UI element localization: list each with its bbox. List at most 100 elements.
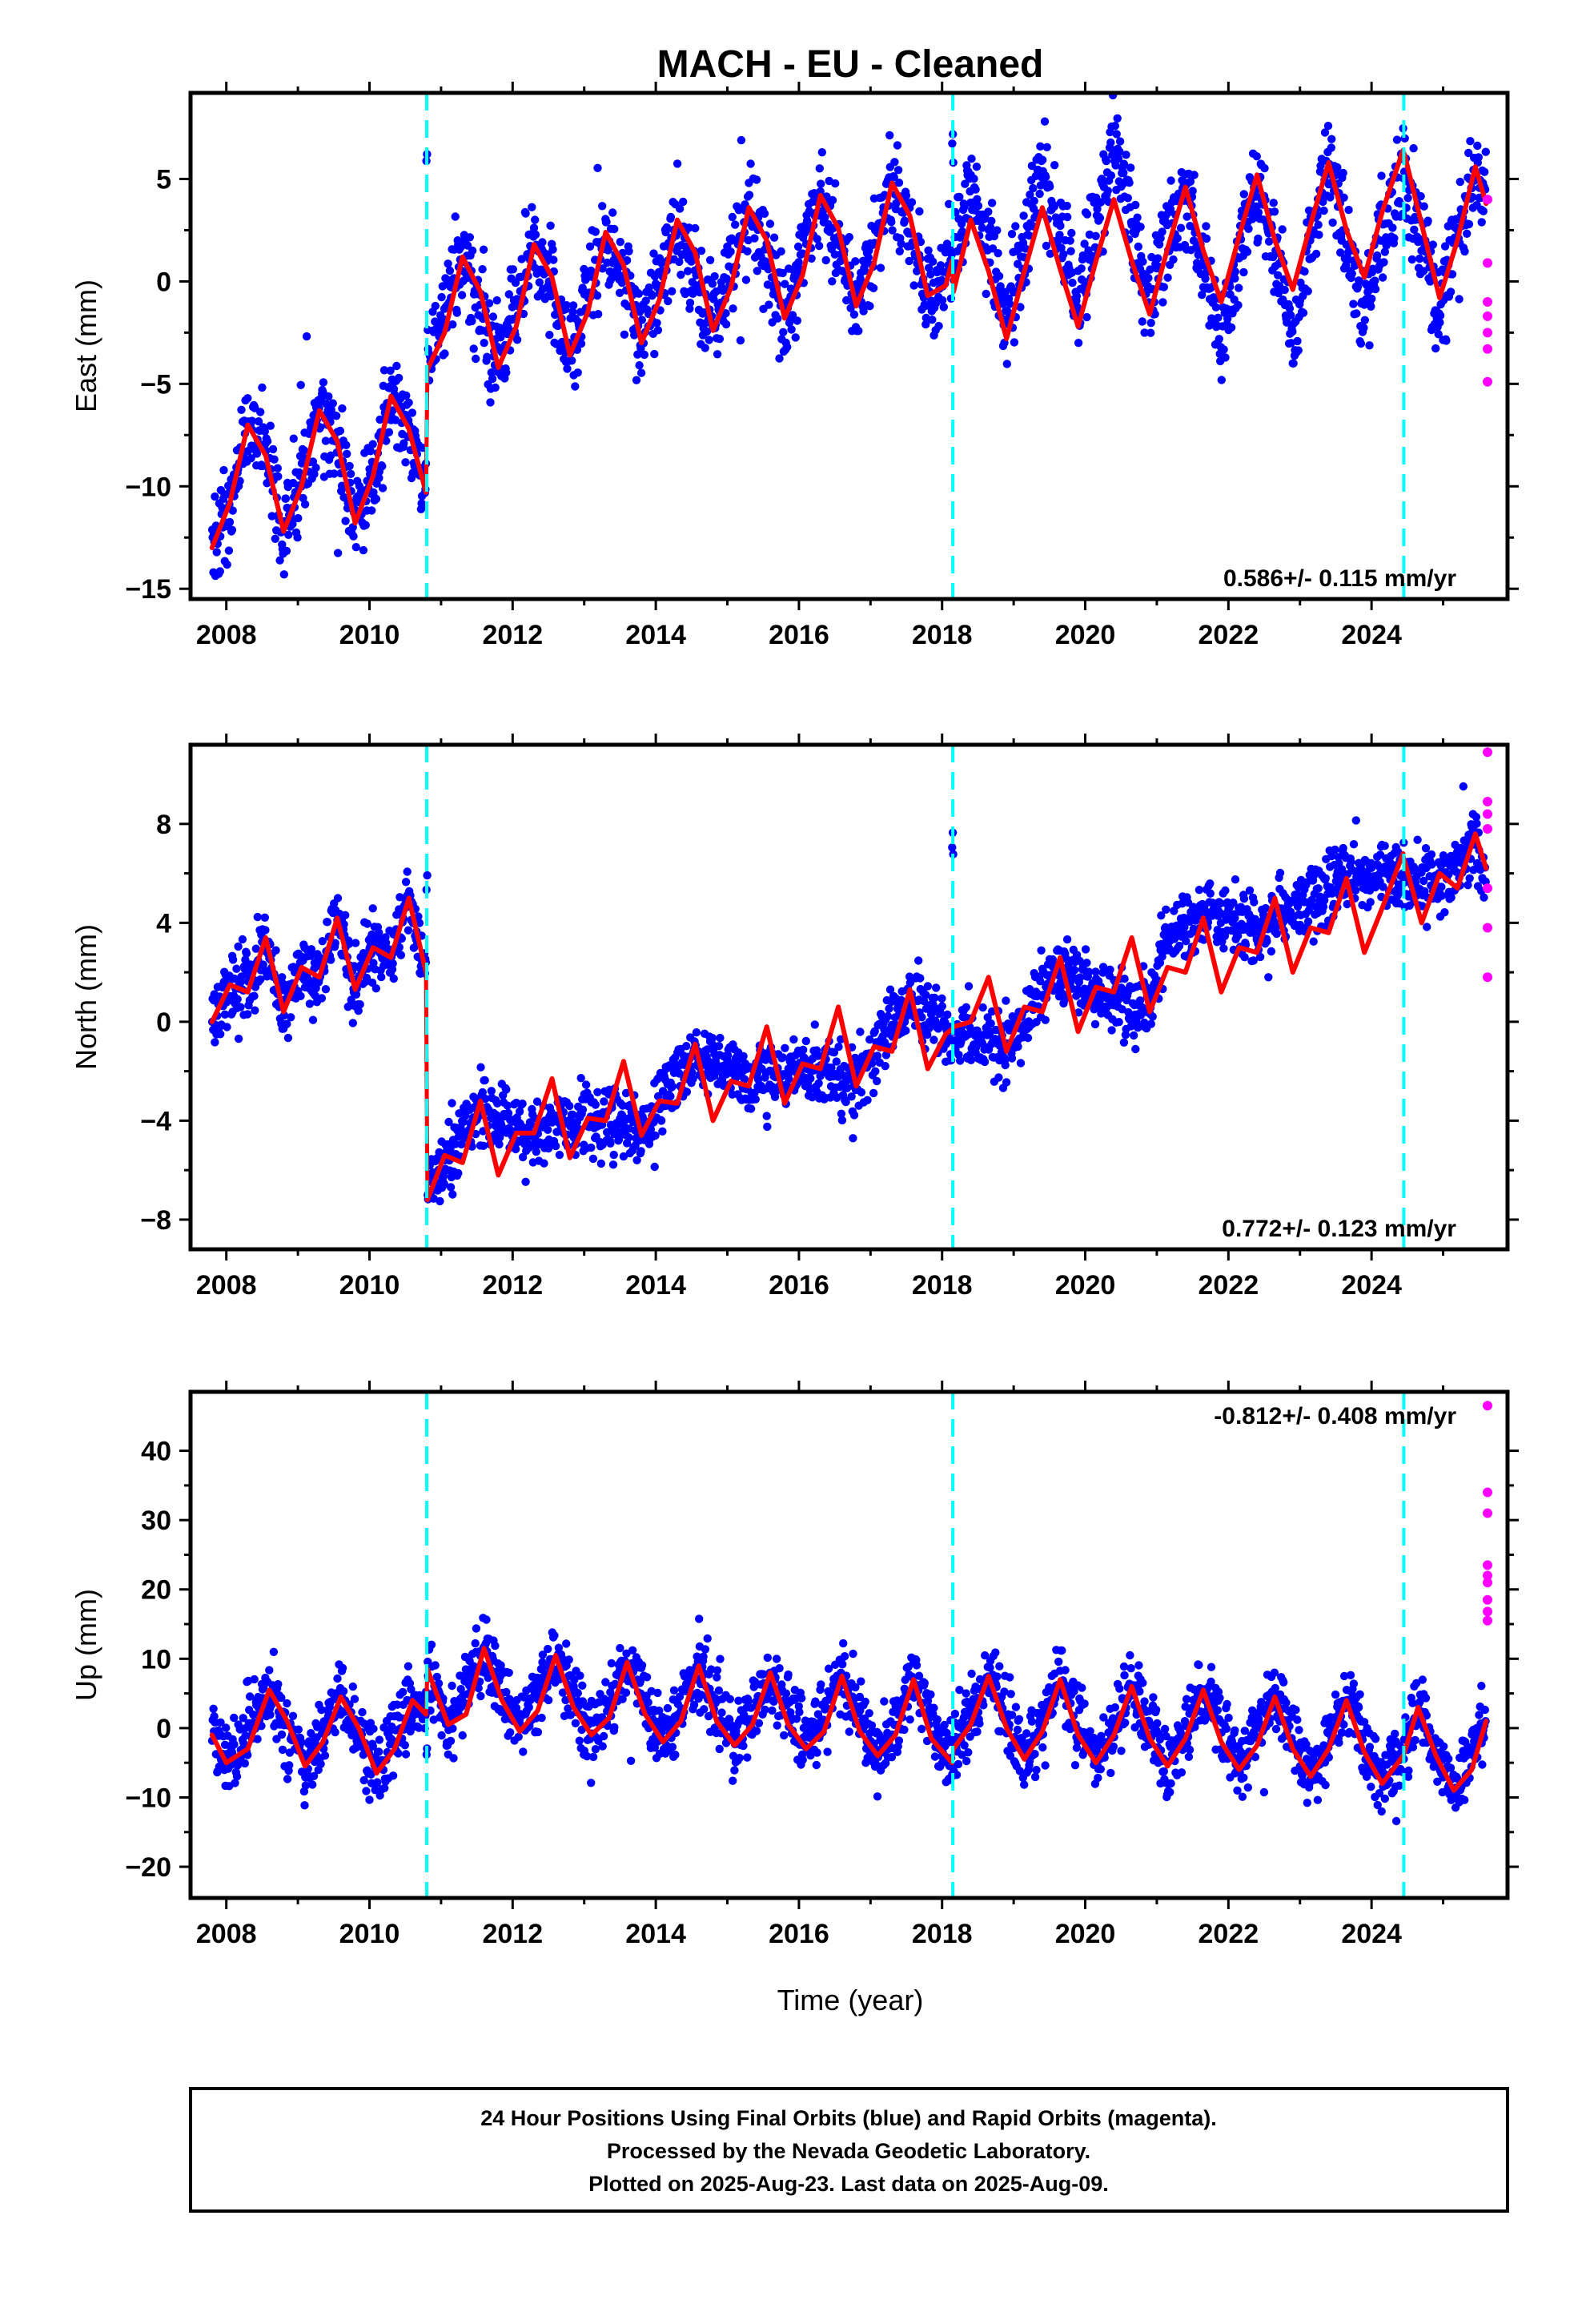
final-orbit-point [816,187,825,196]
final-orbit-point [297,1738,306,1747]
final-orbit-point [591,227,600,236]
final-orbit-point [1019,211,1028,220]
model-fit-segment-3 [951,147,1406,341]
final-orbit-point [619,1152,628,1161]
final-orbit-point [234,1034,243,1043]
final-orbit-point [967,155,976,163]
final-orbit-point [1240,953,1249,962]
final-orbit-point [444,1117,453,1127]
final-orbit-point [1481,147,1491,156]
final-orbit-point [435,1148,444,1157]
final-orbit-points [207,782,1490,1206]
final-orbit-point [502,368,511,377]
final-orbit-point [705,255,715,264]
y-axis-label: North (mm) [70,924,102,1070]
final-orbit-point [606,1139,615,1148]
final-orbit-point [938,1002,947,1011]
final-orbit-point [1112,130,1121,139]
final-orbit-point [1011,222,1020,231]
final-orbit-point [231,1779,239,1787]
final-orbit-point [1254,234,1263,243]
final-orbit-point [932,983,941,992]
x-tick-label: 2016 [769,620,829,650]
final-orbit-point [921,320,930,329]
final-orbit-point [1407,255,1417,264]
final-orbit-point [1234,931,1243,940]
x-tick-label: 2018 [912,1270,973,1301]
final-orbit-point [368,440,377,448]
final-orbit-point [1075,973,1085,982]
final-orbit-point [210,1712,219,1721]
final-orbit-point [1002,360,1012,368]
final-orbit-point [753,267,761,275]
final-orbit-point [716,1033,725,1043]
final-orbit-point [294,513,303,523]
final-orbit-point [568,356,576,365]
final-orbit-point [786,284,796,293]
final-orbit-point [1352,309,1361,318]
final-orbit-point [721,320,731,329]
final-orbit-point [751,1095,760,1104]
x-tick-label: 2022 [1199,1270,1259,1301]
final-orbit-point [650,1162,659,1172]
final-orbit-point [394,373,404,383]
final-orbit-point [675,1069,684,1078]
final-orbit-point [851,257,860,266]
final-orbit-point [594,310,603,319]
final-orbit-point [1182,212,1191,221]
final-orbit-point [926,270,935,279]
x-ticks [225,82,1445,610]
final-orbit-point [288,1711,298,1720]
final-orbit-point [675,204,685,213]
final-orbit-point [538,238,547,247]
final-orbit-point [1140,328,1149,337]
final-orbit-point [807,254,816,263]
final-orbit-point [342,440,351,449]
rapid-orbit-points [1483,747,1492,983]
final-orbit-point [888,226,897,235]
final-orbit-point [1038,155,1047,164]
final-orbit-point [1263,937,1271,946]
final-orbit-point [1437,883,1446,891]
final-orbit-point [856,1027,865,1036]
model-fit [209,147,1489,550]
final-orbit-point [1206,889,1215,898]
final-orbit-point [1182,937,1191,946]
final-orbit-point [1464,881,1472,890]
final-orbit-point [1115,147,1124,156]
final-orbit-point [962,1003,971,1012]
final-orbit-point [1392,135,1402,144]
final-orbit-point [1315,231,1323,239]
final-orbit-point [1166,176,1175,185]
final-orbit-point [271,534,279,543]
final-orbit-point [363,919,371,928]
final-orbit-point [565,1101,574,1111]
final-orbit-point [1062,201,1071,211]
final-orbit-point [1261,903,1271,913]
final-orbit-point [508,265,517,274]
final-orbit-point [1244,224,1253,233]
final-orbit-point [258,461,267,471]
final-orbit-point [1427,850,1436,859]
final-orbit-point [731,220,740,229]
final-orbit-point [900,216,909,225]
final-orbit-point [429,1194,438,1203]
final-orbit-point [1421,844,1431,853]
final-orbit-point [294,1725,303,1734]
final-orbit-point [616,237,624,247]
final-orbit-point [1413,835,1422,844]
final-orbit-point [296,991,305,1001]
final-orbit-point [333,549,343,557]
final-orbit-point [396,893,404,902]
final-orbit-point [1062,935,1072,944]
final-orbit-point [366,447,375,456]
final-orbit-point [837,1116,847,1125]
final-orbit-point [266,1711,275,1719]
final-orbit-point [218,503,227,513]
final-orbit-point [901,191,911,200]
final-orbit-point [634,289,644,298]
final-orbit-point [1477,218,1486,227]
x-tick-label: 2010 [339,1270,400,1301]
final-orbit-point [1042,143,1051,151]
final-orbit-point [1131,1044,1140,1054]
